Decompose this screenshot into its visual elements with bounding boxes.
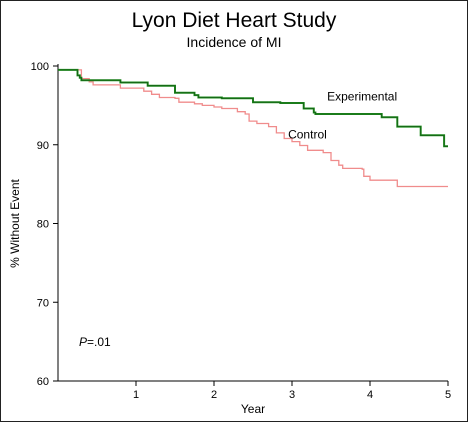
y-tick-label: 70 bbox=[37, 297, 49, 309]
x-axis-label: Year bbox=[241, 402, 265, 416]
chart-subtitle: Incidence of MI bbox=[186, 34, 282, 50]
series-lines bbox=[58, 68, 448, 188]
y-axis-label: % Without Event bbox=[8, 178, 22, 267]
experimental-label: Experimental bbox=[327, 90, 397, 104]
p-value-annotation: P=.01 bbox=[79, 335, 111, 349]
p-value-text: =.01 bbox=[87, 335, 111, 349]
series-labels: Experimental Control bbox=[288, 90, 397, 142]
experimental-curve-shade bbox=[58, 69, 448, 147]
y-tick-label: 100 bbox=[31, 61, 49, 73]
y-tick-label: 80 bbox=[37, 219, 49, 231]
chart-title: Lyon Diet Heart Study bbox=[131, 9, 337, 32]
y-tick-label: 60 bbox=[37, 376, 49, 388]
x-tick-label: 3 bbox=[289, 389, 295, 401]
y-tick-label: 90 bbox=[37, 140, 49, 152]
x-tick-label: 5 bbox=[445, 389, 451, 401]
x-tick-label: 2 bbox=[211, 389, 217, 401]
p-value-symbol: P bbox=[79, 335, 87, 349]
control-curve bbox=[58, 69, 448, 188]
experimental-curve bbox=[58, 68, 448, 148]
axes: 60 70 80 90 100 1 2 3 4 5 bbox=[31, 61, 451, 401]
control-label: Control bbox=[288, 127, 327, 141]
x-tick-label: 1 bbox=[133, 389, 139, 401]
x-tick-label: 4 bbox=[367, 389, 373, 401]
